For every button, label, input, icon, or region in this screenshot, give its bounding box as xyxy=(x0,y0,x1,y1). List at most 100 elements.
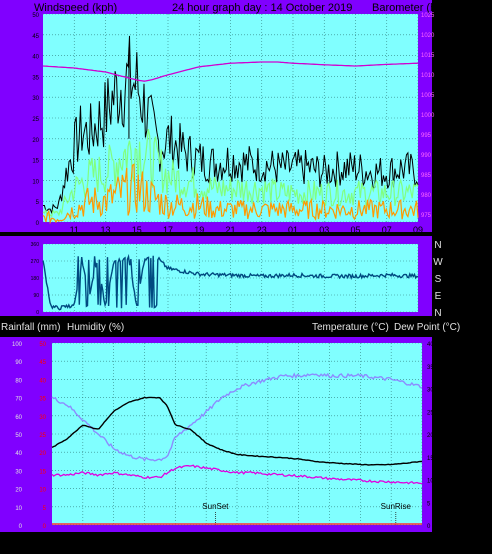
wind-y-tick-label: 50 xyxy=(32,13,39,19)
rainfall-y-tick-label: 50 xyxy=(39,342,46,348)
temperature-y-tick-label: 35 xyxy=(427,365,434,371)
barometer-y-tick-label: 1005 xyxy=(421,93,435,99)
rainfall-axis-title: Rainfall (mm) xyxy=(1,322,60,333)
rainfall-y-tick-label: 30 xyxy=(39,415,46,421)
temp-x-tick-label: 01 xyxy=(294,534,304,544)
wind-y-tick-label: 45 xyxy=(32,34,39,40)
temperature-y-tick-label: 10 xyxy=(427,479,434,485)
barometer-y-tick-label: 1020 xyxy=(421,33,435,39)
wind-y-tick-label: 15 xyxy=(32,159,39,165)
barometer-y-tick-label: 985 xyxy=(421,173,432,179)
wind-x-tick-label: 17 xyxy=(163,225,173,235)
temp-x-tick-label: 13 xyxy=(109,534,119,544)
wind-x-tick-label: 21 xyxy=(225,225,235,235)
barometer-y-tick-label: 1010 xyxy=(421,73,435,79)
temp-x-tick-label: 05 xyxy=(355,534,365,544)
wind-y-tick-label: 30 xyxy=(32,96,39,102)
wind-x-tick-label: 03 xyxy=(319,225,329,235)
humidity-y-tick-label: 50 xyxy=(15,433,22,439)
humidity-y-tick-label: 70 xyxy=(15,397,22,403)
wind-y-tick-label: 0 xyxy=(36,221,40,227)
temp-x-tick-label: 23 xyxy=(263,534,273,544)
compass-label: W xyxy=(433,257,443,268)
temp-x-tick-label: 09 xyxy=(417,534,427,544)
rainfall-y-tick-label: 40 xyxy=(39,378,46,384)
temperature-line xyxy=(51,396,423,466)
humidity-y-tick-label: 80 xyxy=(15,378,22,384)
temperature-y-tick-label: 15 xyxy=(427,456,434,462)
chart-title: 24 hour graph day : 14 October 2019 xyxy=(172,2,352,14)
barometer-y-tick-label: 1000 xyxy=(421,113,435,119)
temp-x-tick-label: 21 xyxy=(232,534,242,544)
barometer-y-tick-label: 995 xyxy=(421,133,432,139)
temp-x-tick-label: 15 xyxy=(139,534,149,544)
wind-y-tick-label: 35 xyxy=(32,75,39,81)
wind-x-tick-label: 19 xyxy=(194,225,204,235)
rainfall-y-tick-label: 35 xyxy=(39,397,46,403)
temperature-y-tick-label: 30 xyxy=(427,388,434,394)
temperature-y-tick-label: 25 xyxy=(427,410,434,416)
temp-x-tick-label: 07 xyxy=(386,534,396,544)
compass-label: N xyxy=(434,240,441,251)
humidity-line xyxy=(51,372,423,462)
wind-y-tick-label: 25 xyxy=(32,117,39,123)
barometer-y-tick-label: 980 xyxy=(421,193,432,199)
wind-y-tick-label: 10 xyxy=(32,179,39,185)
rainfall-y-tick-label: 25 xyxy=(39,433,46,439)
compass-label: S xyxy=(435,274,442,285)
direction-y-tick-label: 180 xyxy=(31,276,40,282)
wind-x-tick-label: 05 xyxy=(350,225,360,235)
wind-x-tick-label: 11 xyxy=(70,225,79,235)
rainfall-y-tick-label: 20 xyxy=(39,451,46,457)
barometer-y-tick-label: 975 xyxy=(421,213,432,219)
temp-x-tick-label: 03 xyxy=(324,534,334,544)
barometer-y-tick-label: 990 xyxy=(421,153,432,159)
direction-y-tick-label: 0 xyxy=(36,310,39,316)
barometer-y-tick-label: 1015 xyxy=(421,53,435,59)
temperature-y-tick-label: 0 xyxy=(427,524,431,530)
sunset-label: SunSet xyxy=(202,502,229,511)
direction-y-tick-label: 90 xyxy=(33,293,39,299)
dewpoint-line xyxy=(51,464,423,485)
wind-speed-line xyxy=(42,163,419,225)
wind-direction-line xyxy=(42,253,419,311)
temperature-y-tick-label: 20 xyxy=(427,433,434,439)
wind-x-tick-label: 09 xyxy=(413,225,423,235)
rainfall-y-tick-label: 15 xyxy=(39,469,46,475)
wind-x-tick-label: 15 xyxy=(132,225,142,235)
direction-y-tick-label: 360 xyxy=(31,242,40,248)
humidity-y-tick-label: 40 xyxy=(15,451,22,457)
temp-x-tick-label: 11 xyxy=(78,534,87,544)
humidity-y-tick-label: 90 xyxy=(15,360,22,366)
wind-y-tick-label: 20 xyxy=(32,138,39,144)
humidity-y-tick-label: 30 xyxy=(15,469,22,475)
sunrise-label: SunRise xyxy=(381,502,412,511)
wind-x-tick-label: 13 xyxy=(100,225,110,235)
rainfall-y-tick-label: 10 xyxy=(39,488,46,494)
wind-axis-title: Windspeed (kph) xyxy=(34,2,117,14)
barometer-axis-title: Barometer (hpa) xyxy=(372,2,452,14)
temp-x-tick-label: 17 xyxy=(170,534,180,544)
dewpoint-axis-title: Dew Point (°C) xyxy=(394,322,460,333)
wind-x-tick-label: 01 xyxy=(288,225,298,235)
wind-y-tick-label: 40 xyxy=(32,55,39,61)
humidity-y-tick-label: 100 xyxy=(12,342,23,348)
rainfall-y-tick-label: 5 xyxy=(43,506,47,512)
wind-gust-line xyxy=(43,35,419,215)
wind-y-tick-label: 5 xyxy=(36,200,40,206)
barometer-y-tick-label: 1025 xyxy=(421,13,435,19)
direction-y-tick-label: 270 xyxy=(31,259,40,265)
humidity-y-tick-label: 10 xyxy=(15,506,22,512)
humidity-axis-title: Humidity (%) xyxy=(67,322,124,333)
rainfall-y-tick-label: 0 xyxy=(43,524,47,530)
temperature-y-tick-label: 5 xyxy=(427,501,431,507)
barometer-line xyxy=(42,61,419,82)
compass-label: N xyxy=(434,308,441,319)
humidity-y-tick-label: 20 xyxy=(15,488,22,494)
wind-average-line xyxy=(42,128,419,218)
humidity-y-tick-label: 0 xyxy=(19,524,23,530)
wind-x-tick-label: 23 xyxy=(257,225,267,235)
rainfall-y-tick-label: 45 xyxy=(39,360,46,366)
